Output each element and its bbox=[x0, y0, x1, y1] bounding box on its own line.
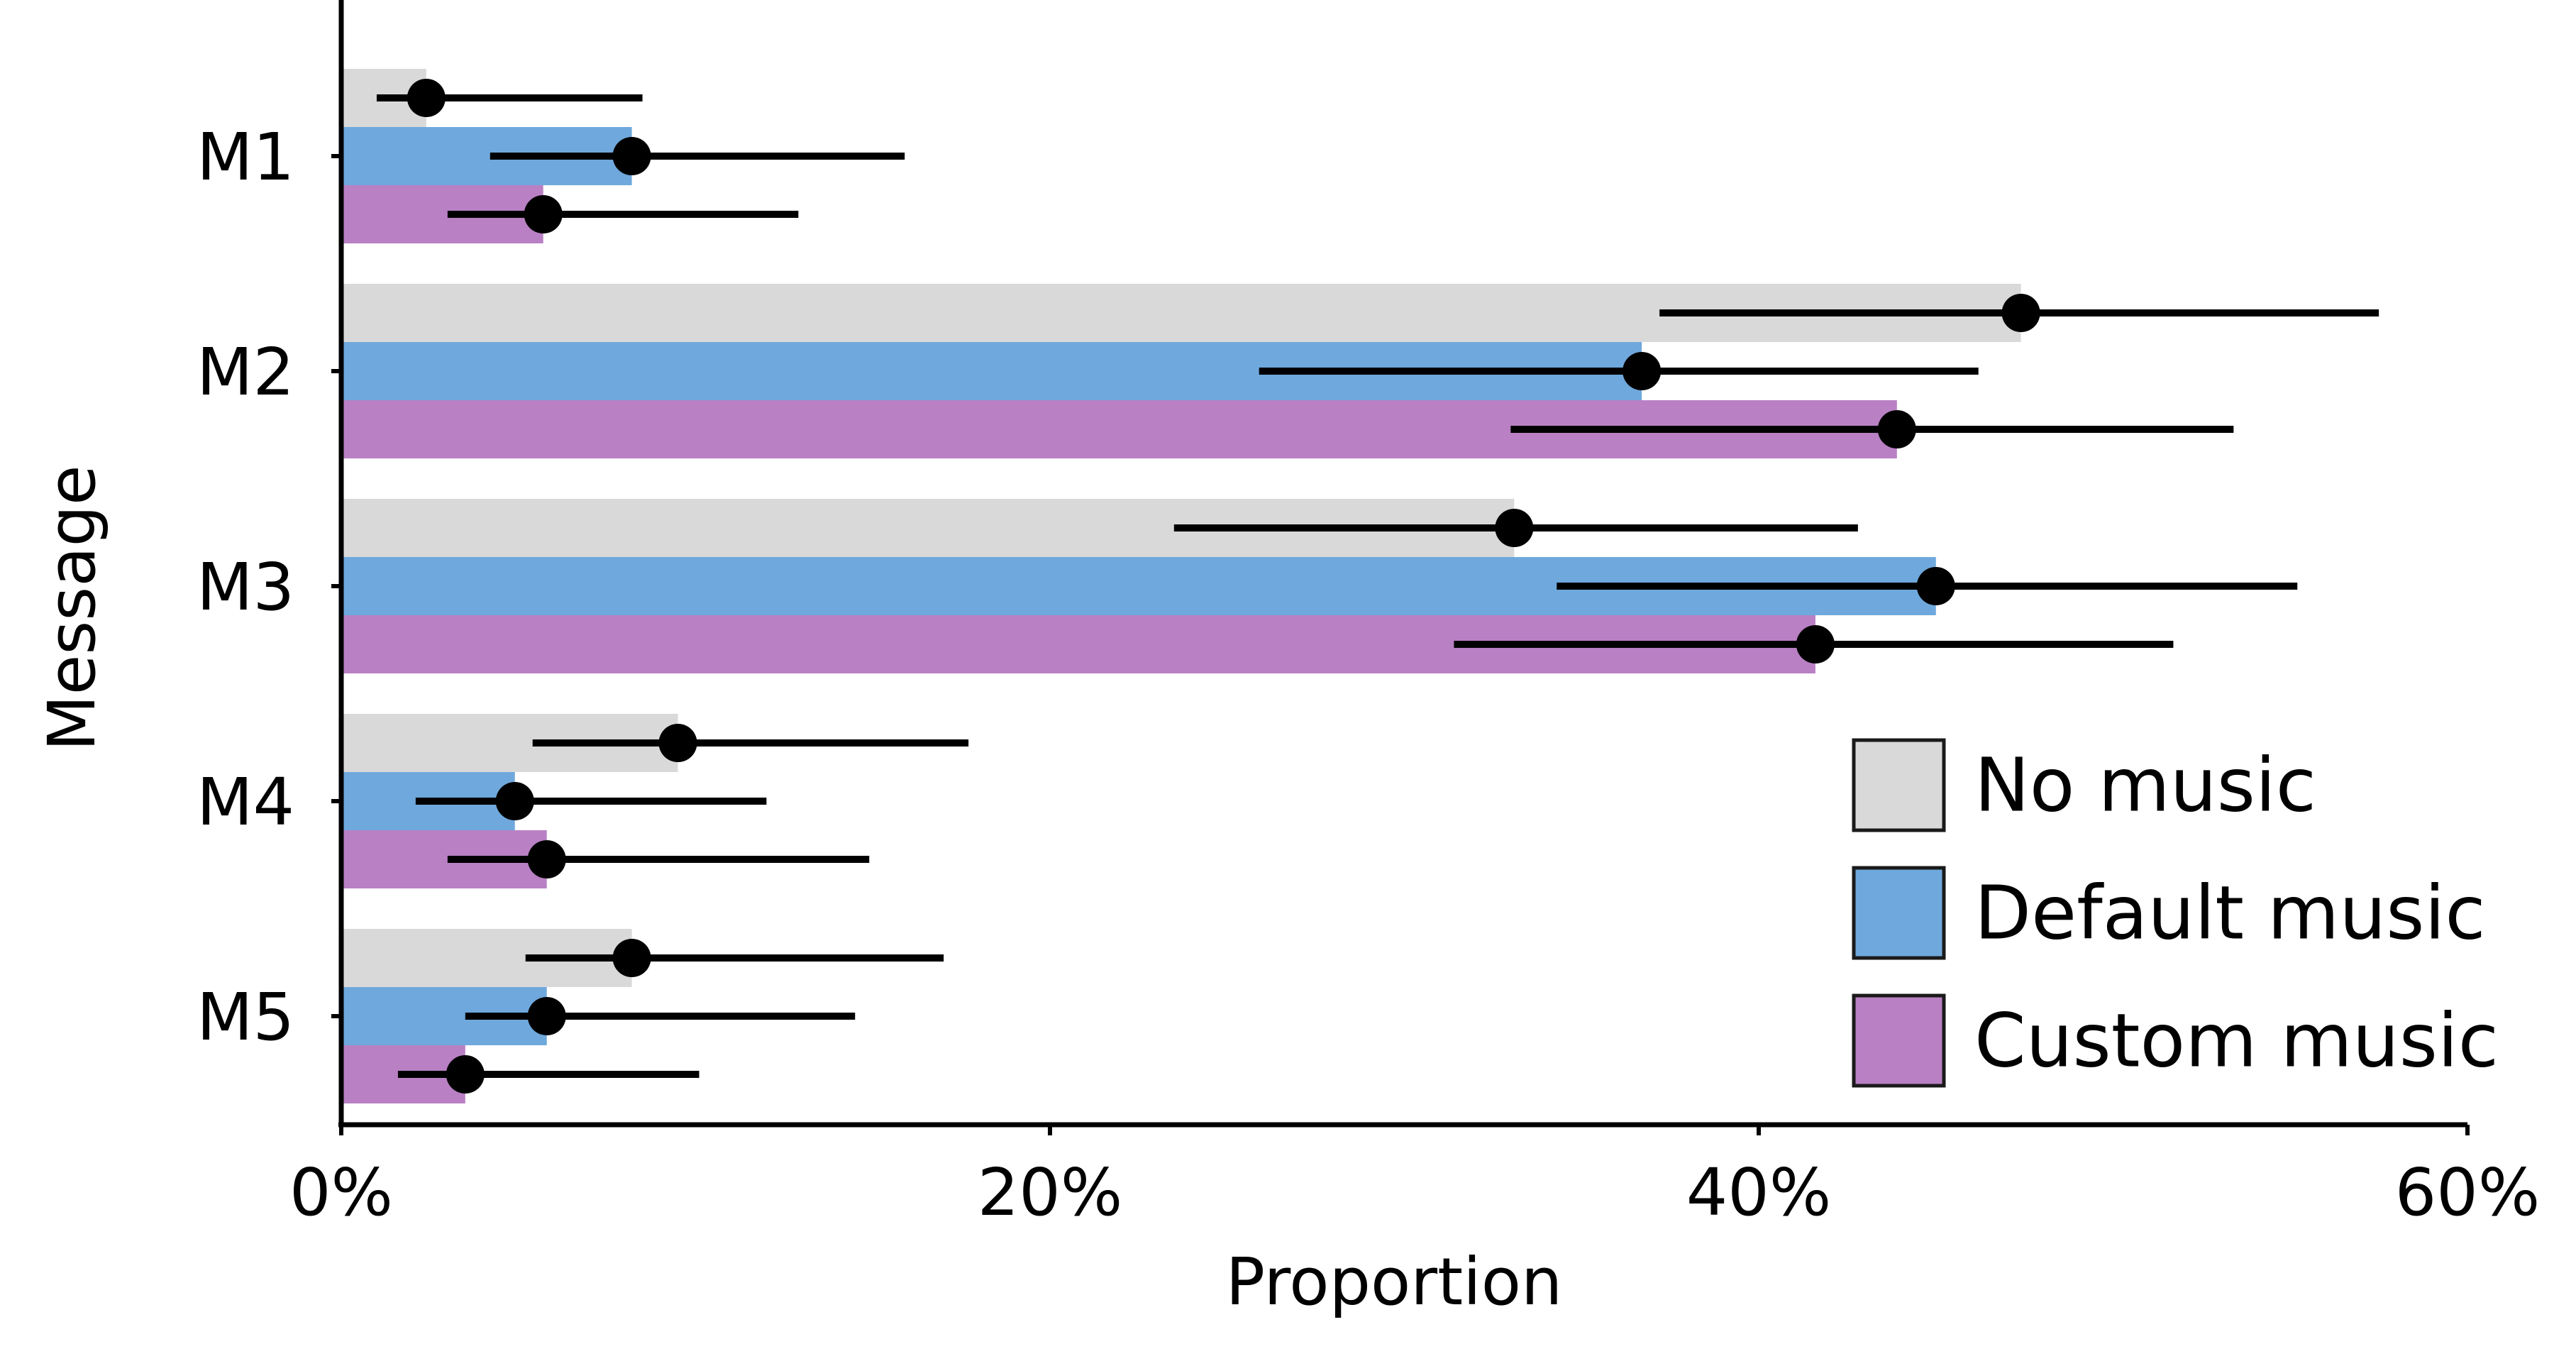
data-point bbox=[527, 997, 566, 1035]
data-point bbox=[1495, 509, 1534, 547]
data-point bbox=[612, 137, 651, 175]
legend-swatch bbox=[1852, 993, 1946, 1088]
y-tick-label: M1 bbox=[197, 119, 294, 195]
data-point bbox=[1916, 567, 1955, 605]
x-axis-label: Proportion bbox=[1226, 1244, 1563, 1320]
legend: No music Default music Custom music bbox=[1852, 738, 2499, 1088]
data-point bbox=[658, 724, 697, 762]
y-tick-label: M3 bbox=[197, 549, 294, 625]
legend-label: Default music bbox=[1974, 870, 2486, 957]
y-ticks: M1 M2 M3 M4 M5 bbox=[197, 119, 341, 1055]
data-point bbox=[407, 79, 446, 117]
data-point bbox=[527, 840, 566, 878]
data-point bbox=[524, 195, 563, 233]
legend-label: Custom music bbox=[1974, 998, 2499, 1084]
data-point bbox=[495, 782, 534, 820]
data-point bbox=[1877, 410, 1916, 448]
x-ticks: 0% 20% 40% 60% bbox=[289, 1125, 2540, 1230]
axes bbox=[338, 0, 2467, 1128]
x-tick-label: 60% bbox=[2395, 1155, 2540, 1230]
legend-label: No music bbox=[1974, 742, 2316, 829]
x-tick-label: 40% bbox=[1686, 1155, 1831, 1230]
x-tick-label: 20% bbox=[978, 1155, 1122, 1230]
error-bars-layer bbox=[376, 79, 2379, 1094]
data-point bbox=[2001, 294, 2040, 332]
y-tick-label: M2 bbox=[197, 334, 294, 410]
x-tick-label: 0% bbox=[289, 1155, 393, 1230]
data-point bbox=[446, 1055, 485, 1094]
legend-swatch bbox=[1852, 866, 1946, 960]
legend-swatch bbox=[1852, 738, 1946, 832]
data-point bbox=[1796, 625, 1835, 663]
data-point bbox=[1623, 352, 1662, 390]
y-tick-label: M5 bbox=[197, 979, 294, 1055]
y-axis-label: Message bbox=[34, 465, 110, 751]
y-tick-label: M4 bbox=[197, 764, 294, 840]
data-point bbox=[612, 939, 651, 977]
